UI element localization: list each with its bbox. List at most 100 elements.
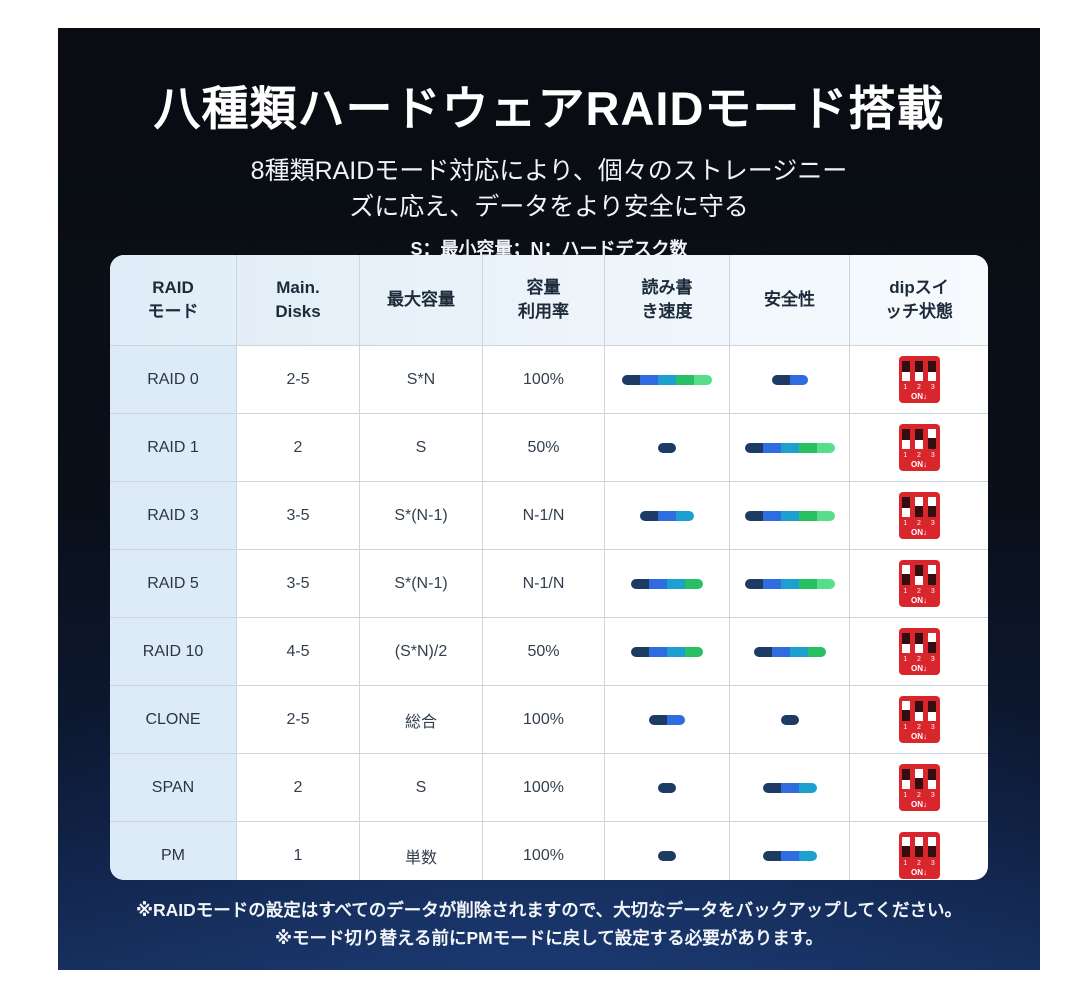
bar-segment bbox=[771, 374, 790, 385]
dip-switch-3-up bbox=[928, 497, 936, 517]
dip-switch-1-down bbox=[902, 497, 910, 517]
dip-knob bbox=[928, 372, 936, 381]
cell-dip-state: 1 2 3 ON↓ bbox=[850, 414, 988, 481]
dip-switch-slots bbox=[902, 701, 936, 721]
speed-bar bbox=[640, 510, 694, 521]
cell-max-capacity: S*(N-1) bbox=[360, 482, 483, 549]
cell-utilization: 50% bbox=[483, 618, 605, 685]
bar-segment bbox=[816, 578, 835, 589]
dip-switch-2-down bbox=[915, 565, 923, 585]
dip-switch-2-up bbox=[915, 497, 923, 517]
column-header-0: RAID モード bbox=[110, 255, 237, 345]
subtitle-line-1: 8種類RAIDモード対応により、個々のストレージニー bbox=[250, 157, 848, 185]
cell-main-disks: 3-5 bbox=[237, 550, 360, 617]
bar-segment bbox=[798, 578, 817, 589]
safety-bar bbox=[762, 850, 817, 861]
cell-dip-state: 1 2 3 ON↓ bbox=[850, 482, 988, 549]
dip-pin-numbers: 1 2 3 bbox=[903, 588, 939, 595]
bar-segment bbox=[780, 782, 799, 793]
dip-switch-3-down bbox=[928, 769, 936, 789]
dip-on-label: ON↓ bbox=[911, 596, 927, 605]
table-body: RAID 0 2-5 S*N 100% 1 2 3 ON↓ RAID 1 2 S 50% 1 2 3… bbox=[110, 345, 988, 880]
bar-segment bbox=[685, 646, 703, 657]
dip-switch-icon: 1 2 3 ON↓ bbox=[898, 492, 940, 539]
bar-segment bbox=[744, 510, 763, 521]
dip-on-label: ON↓ bbox=[911, 528, 927, 537]
cell-max-capacity: (S*N)/2 bbox=[360, 618, 483, 685]
bar-segment bbox=[798, 782, 817, 793]
dip-switch-icon: 1 2 3 ON↓ bbox=[898, 696, 940, 743]
safety-bar bbox=[744, 510, 835, 521]
bar-segment bbox=[798, 442, 817, 453]
bar-segment bbox=[789, 646, 808, 657]
cell-max-capacity: S bbox=[360, 414, 483, 481]
dip-switch-2-up bbox=[915, 769, 923, 789]
dip-switch-icon: 1 2 3 ON↓ bbox=[898, 560, 940, 607]
cell-read-write-speed bbox=[605, 754, 730, 821]
speed-bar bbox=[631, 578, 703, 589]
bar-segment bbox=[649, 646, 667, 657]
cell-read-write-speed bbox=[605, 482, 730, 549]
bar-segment bbox=[649, 578, 667, 589]
bar-segment bbox=[744, 442, 763, 453]
cell-read-write-speed bbox=[605, 346, 730, 413]
cell-max-capacity: S*N bbox=[360, 346, 483, 413]
dip-knob bbox=[902, 837, 910, 846]
dip-switch-slots bbox=[902, 837, 936, 857]
cell-utilization: 100% bbox=[483, 822, 605, 880]
dip-switch-slots bbox=[902, 361, 936, 381]
dip-knob bbox=[915, 440, 923, 449]
bar-segment bbox=[780, 714, 799, 725]
dip-pin-numbers: 1 2 3 bbox=[903, 792, 939, 799]
safety-bar bbox=[762, 782, 817, 793]
safety-bar bbox=[744, 578, 835, 589]
bar-segment bbox=[658, 850, 676, 861]
dip-switch-slots bbox=[902, 633, 936, 653]
bar-segment bbox=[780, 442, 799, 453]
footnote-line-1: ※RAIDモードの設定はすべてのデータが削除されますので、大切なデータをバックア… bbox=[135, 900, 963, 920]
bar-segment bbox=[816, 510, 835, 521]
dip-switch-3-up bbox=[928, 633, 936, 653]
dip-switch-slots bbox=[902, 565, 936, 585]
cell-utilization: N-1/N bbox=[483, 550, 605, 617]
cell-main-disks: 2 bbox=[237, 754, 360, 821]
cell-read-write-speed bbox=[605, 550, 730, 617]
dip-knob bbox=[915, 497, 923, 506]
bar-segment bbox=[622, 374, 640, 385]
bar-segment bbox=[658, 510, 676, 521]
dip-switch-2-down bbox=[915, 361, 923, 381]
table-row-raid-3: RAID 3 3-5 S*(N-1) N-1/N 1 2 3 ON↓ bbox=[110, 481, 988, 549]
dip-knob bbox=[928, 497, 936, 506]
dip-switch-1-down bbox=[902, 769, 910, 789]
dip-knob bbox=[915, 372, 923, 381]
cell-safety bbox=[730, 754, 850, 821]
safety-bar bbox=[744, 442, 835, 453]
table-row-raid-1: RAID 1 2 S 50% 1 2 3 ON↓ bbox=[110, 413, 988, 481]
cell-dip-state: 1 2 3 ON↓ bbox=[850, 822, 988, 880]
safety-bar bbox=[753, 646, 826, 657]
cell-safety bbox=[730, 550, 850, 617]
bar-segment bbox=[631, 646, 649, 657]
dip-pin-numbers: 1 2 3 bbox=[903, 860, 939, 867]
cell-raid-mode: CLONE bbox=[110, 686, 237, 753]
bar-segment bbox=[694, 374, 712, 385]
dip-pin-numbers: 1 2 3 bbox=[903, 452, 939, 459]
cell-raid-mode: PM bbox=[110, 822, 237, 880]
column-header-3: 容量 利用率 bbox=[483, 255, 605, 345]
footnote-line-2: ※モード切り替える前にPMモードに戻して設定する必要があります。 bbox=[275, 928, 823, 948]
cell-main-disks: 4-5 bbox=[237, 618, 360, 685]
dip-knob bbox=[928, 712, 936, 721]
dip-switch-1-down bbox=[902, 633, 910, 653]
speed-bar bbox=[631, 646, 703, 657]
dip-switch-3-down bbox=[928, 701, 936, 721]
dip-switch-3-up bbox=[928, 565, 936, 585]
dip-switch-2-down bbox=[915, 429, 923, 449]
bar-segment bbox=[762, 442, 781, 453]
legend-note: S：最小容量；N：ハードデスク数 bbox=[410, 239, 688, 259]
cell-main-disks: 1 bbox=[237, 822, 360, 880]
dip-on-label: ON↓ bbox=[911, 460, 927, 469]
bar-segment bbox=[762, 782, 781, 793]
raid-infographic-panel: 八種類ハードウェアRAIDモード搭載 8種類RAIDモード対応により、個々のスト… bbox=[58, 28, 1040, 970]
dip-switch-slots bbox=[902, 769, 936, 789]
table-row-raid-10: RAID 10 4-5 (S*N)/2 50% 1 2 3 ON↓ bbox=[110, 617, 988, 685]
